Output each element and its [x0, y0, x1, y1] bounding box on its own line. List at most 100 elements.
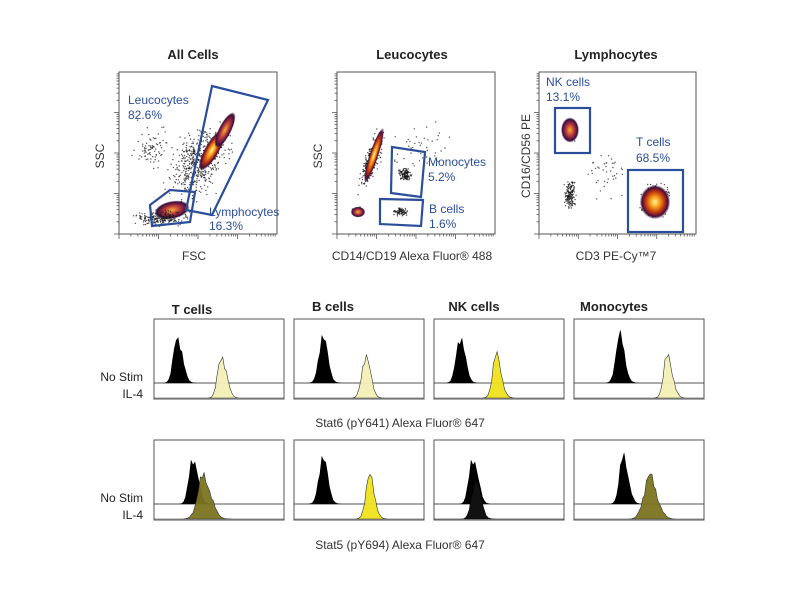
event-dot [222, 144, 224, 146]
event-dot [170, 163, 172, 165]
event-dot [413, 165, 415, 167]
event-dot [394, 211, 397, 213]
event-dot [566, 195, 568, 197]
event-dot [214, 166, 216, 168]
event-dot [149, 152, 151, 154]
event-dot [159, 142, 161, 144]
event-dot [184, 172, 187, 174]
event-dot [621, 168, 623, 171]
event-dot [183, 169, 185, 172]
event-dot [158, 217, 160, 219]
event-dot [146, 215, 148, 218]
x-axis-label: FSC [182, 249, 206, 263]
event-dot [611, 162, 614, 164]
event-dot [569, 192, 571, 194]
event-dot [142, 143, 144, 145]
event-dot [410, 152, 412, 154]
event-dot [418, 141, 420, 144]
event-dot [143, 223, 145, 226]
event-dot [172, 166, 175, 169]
event-dot [368, 177, 371, 179]
event-dot [425, 126, 428, 128]
histogram-panel [153, 318, 285, 400]
event-dot [436, 139, 438, 141]
event-dot [407, 175, 409, 177]
event-dot [144, 220, 147, 223]
event-dot [186, 150, 188, 152]
event-dot [225, 162, 227, 165]
event-dot [154, 150, 156, 152]
event-dot [564, 196, 567, 198]
event-dot [183, 154, 186, 157]
event-dot [423, 137, 425, 139]
column-title-b-cells: B cells [312, 299, 354, 314]
event-dot [194, 181, 196, 183]
event-dot [151, 147, 154, 149]
histogram-panel [293, 318, 425, 400]
event-dot [178, 160, 180, 163]
event-dot [200, 173, 202, 175]
event-dot [620, 167, 623, 169]
event-dot [160, 211, 162, 213]
histogram-panel [293, 439, 425, 521]
event-dot [606, 181, 608, 184]
event-dot [188, 149, 191, 151]
event-dot [613, 162, 615, 165]
event-dot [372, 138, 374, 140]
event-dot [152, 212, 155, 214]
histogram-il4 [294, 354, 424, 399]
event-dot [134, 222, 137, 225]
dotplot-leucocytes: Leucocytes Monocytes 5.2% B cells 1.6% C… [311, 47, 496, 263]
event-dot [396, 210, 398, 212]
event-dot [398, 172, 400, 174]
event-dot [565, 192, 568, 194]
event-dot [215, 169, 217, 171]
event-dot [567, 196, 570, 198]
event-dot [563, 184, 565, 186]
event-dot [176, 168, 178, 170]
event-dot [211, 182, 214, 184]
event-dot [141, 216, 143, 218]
event-dot [185, 189, 188, 191]
event-dot [157, 133, 159, 135]
event-dot [573, 189, 575, 191]
row-label-no-stim: No Stim [100, 491, 143, 505]
event-dot [363, 162, 365, 165]
event-dot [191, 161, 193, 163]
event-dot [146, 219, 148, 222]
event-dot [367, 180, 369, 183]
event-dot [368, 149, 370, 151]
event-dot [403, 174, 406, 177]
event-dot [229, 135, 232, 137]
event-dot [191, 151, 193, 153]
histogram-il4 [434, 479, 564, 520]
event-dot [217, 168, 220, 170]
event-dot [179, 174, 182, 176]
event-dot [180, 220, 183, 222]
event-dot [190, 171, 192, 174]
event-dot [411, 174, 413, 176]
event-dot [205, 173, 207, 176]
histogram-no-stim [434, 459, 564, 505]
event-dot [603, 163, 606, 165]
gate-lymphocytes [148, 188, 197, 228]
event-dot [196, 174, 198, 176]
event-dot [147, 153, 149, 155]
event-dot [165, 211, 168, 213]
event-dot [186, 142, 188, 144]
event-dot [189, 162, 191, 164]
event-dot [139, 216, 142, 218]
event-dot [572, 185, 574, 187]
event-dot [187, 178, 190, 180]
event-dot [191, 198, 193, 200]
event-dot [567, 181, 569, 183]
event-dot [148, 219, 150, 221]
histogram-il4 [154, 356, 284, 399]
histogram-panels [153, 318, 705, 521]
event-dot [188, 132, 190, 134]
event-dot [200, 131, 202, 133]
event-dot [190, 152, 192, 155]
x-axis-label: CD3 PE-Cy™7 [576, 249, 657, 263]
event-dot [621, 194, 623, 196]
event-dot [187, 153, 189, 155]
